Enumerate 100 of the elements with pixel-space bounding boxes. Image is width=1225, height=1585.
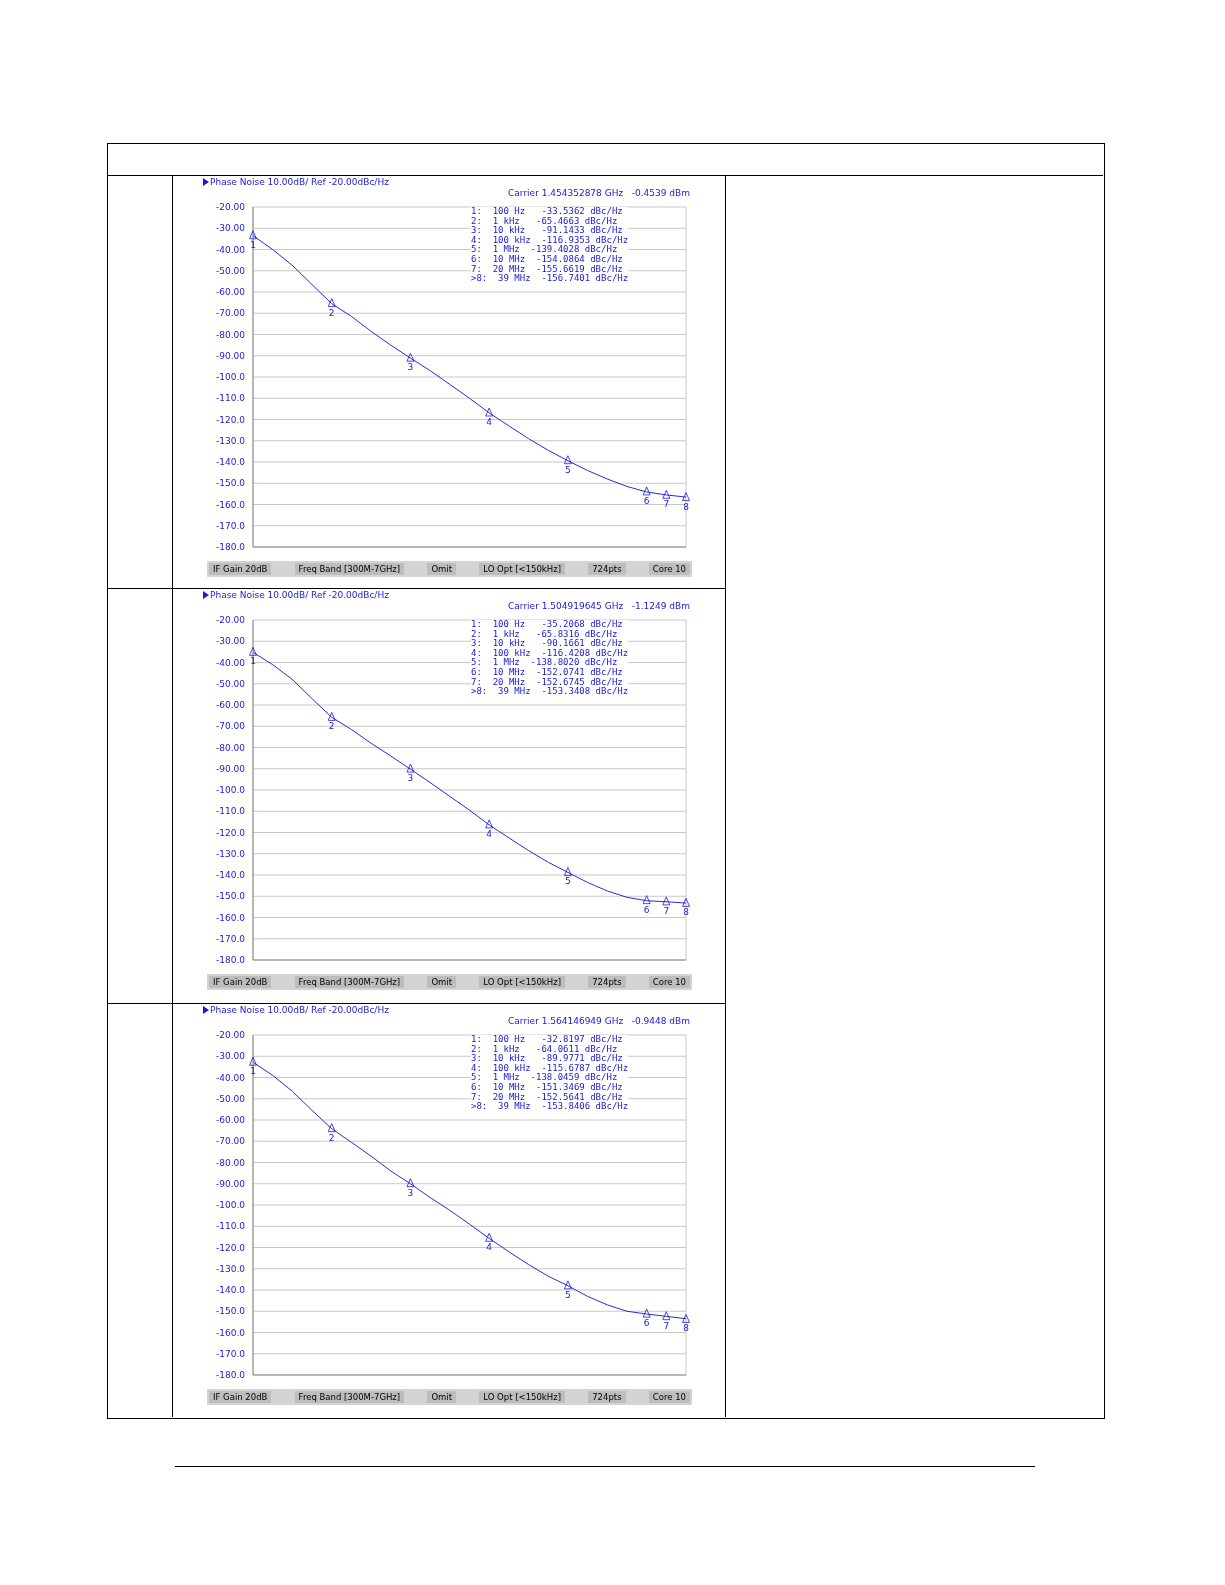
- y-tick-label: -50.00: [215, 1093, 246, 1104]
- annotation: 5: 1 MHz -139.4028 dBc/Hz: [471, 244, 619, 255]
- text: LO Opt [<150kHz]: [479, 563, 565, 575]
- annotation: 3: [407, 362, 414, 373]
- text: IF Gain 20dB: [209, 1391, 272, 1403]
- y-tick-label: -140.0: [215, 870, 246, 881]
- y-tick-label: -180.0: [215, 1370, 246, 1381]
- text: Freq Band [300M-7GHz]: [294, 976, 405, 988]
- annotation: 1: [250, 656, 256, 667]
- y-tick-label: -120.0: [215, 827, 246, 838]
- text: Core 10: [648, 976, 690, 988]
- chart-subtitle: Carrier 1.454352878 GHz -0.4539 dBm: [507, 188, 691, 199]
- y-tick-label: -20.00: [215, 202, 246, 213]
- annotation: 4: 100 kHz -115.6787 dBc/Hz: [471, 1062, 629, 1073]
- annotation: 7: [663, 905, 670, 916]
- text: LO Opt [<150kHz]: [479, 1391, 565, 1403]
- annotation: 5: [565, 1289, 571, 1300]
- y-tick-label: -140.0: [215, 457, 246, 468]
- annotation: 7: [663, 499, 670, 510]
- text: Freq Band [300M-7GHz]: [294, 563, 405, 575]
- annotation: 6: 10 MHz -151.3469 dBc/Hz: [471, 1081, 624, 1093]
- annotation: >8: 39 MHz -153.8406 dBc/Hz: [471, 1101, 629, 1112]
- y-tick-label: -90.00: [215, 350, 246, 361]
- y-tick-label: -180.0: [215, 955, 246, 966]
- annotation: 6: 10 MHz -152.0741 dBc/Hz: [471, 666, 624, 678]
- y-tick-label: -90.00: [215, 763, 246, 774]
- annotation: 4: [486, 416, 493, 427]
- annotation: 6: [643, 1318, 650, 1329]
- text: Omit: [427, 1391, 457, 1403]
- annotation: 3: 10 kHz -90.1661 dBc/Hz: [471, 638, 624, 649]
- annotation: 8: [683, 907, 690, 918]
- annotation: 4: [486, 828, 493, 839]
- y-tick-label: -100.0: [215, 372, 246, 383]
- text: 724pts: [588, 976, 626, 988]
- annotation: >8: 39 MHz -153.3408 dBc/Hz: [471, 686, 629, 697]
- y-tick-label: -20.00: [215, 615, 246, 626]
- annotation: 5: 1 MHz -138.8020 dBc/Hz: [471, 657, 619, 668]
- annotation: 7: 20 MHz -152.6745 dBc/Hz: [471, 676, 624, 687]
- annotation: 7: 20 MHz -155.6619 dBc/Hz: [471, 263, 624, 274]
- y-tick-label: -110.0: [215, 806, 246, 817]
- annotation: 4: 100 kHz -116.9353 dBc/Hz: [471, 234, 629, 245]
- y-tick-label: -150.0: [215, 891, 246, 902]
- annotation: 2: 1 kHz -65.8316 dBc/Hz: [471, 628, 619, 639]
- y-tick-label: -40.00: [215, 1072, 246, 1083]
- annotation: 5: 1 MHz -138.0459 dBc/Hz: [471, 1072, 619, 1083]
- chart-title: Phase Noise 10.00dB/ Ref -20.00dBc/Hz: [210, 177, 389, 187]
- annotation: 8: [683, 1323, 690, 1334]
- chart-subtitle: Carrier 1.504919645 GHz -1.1249 dBm: [507, 601, 691, 612]
- annotation: 5: [565, 464, 571, 475]
- chart-title: Phase Noise 10.00dB/ Ref -20.00dBc/Hz: [210, 1005, 389, 1015]
- annotation: 2: [328, 307, 335, 318]
- y-tick-label: -170.0: [215, 933, 246, 944]
- annotation: 3: 10 kHz -89.9771 dBc/Hz: [471, 1053, 624, 1064]
- annotation: 3: [407, 773, 414, 784]
- y-tick-label: -80.00: [215, 742, 246, 753]
- annotation: 1: [250, 239, 256, 250]
- annotation: 8: [683, 501, 690, 512]
- text: Freq Band [300M-7GHz]: [294, 1391, 405, 1403]
- y-tick-label: -30.00: [215, 636, 246, 647]
- y-tick-label: -130.0: [215, 1263, 246, 1274]
- y-tick-label: -170.0: [215, 1348, 246, 1359]
- annotation: 5: [565, 876, 571, 887]
- y-tick-label: -40.00: [215, 244, 246, 255]
- annotation: 2: 1 kHz -64.0611 dBc/Hz: [471, 1043, 619, 1054]
- annotation: 7: 20 MHz -152.5641 dBc/Hz: [471, 1091, 624, 1102]
- annotation: 1: 100 Hz -35.2068 dBc/Hz: [471, 619, 624, 630]
- y-tick-label: -140.0: [215, 1285, 246, 1296]
- y-tick-label: -50.00: [215, 678, 246, 689]
- y-tick-label: -110.0: [215, 1221, 246, 1232]
- text: Omit: [427, 563, 457, 575]
- chart-subtitle: Carrier 1.564146949 GHz -0.9448 dBm: [507, 1016, 691, 1027]
- y-tick-label: -60.00: [215, 700, 246, 711]
- y-tick-label: -60.00: [215, 287, 246, 298]
- annotation: 2: 1 kHz -65.4663 dBc/Hz: [471, 215, 619, 226]
- annotation: 6: 10 MHz -154.0864 dBc/Hz: [471, 253, 624, 265]
- annotation: 6: [643, 904, 650, 915]
- y-tick-label: -130.0: [215, 848, 246, 859]
- y-tick-label: -70.00: [215, 1136, 246, 1147]
- annotation: 1: 100 Hz -32.8197 dBc/Hz: [471, 1034, 624, 1045]
- y-tick-label: -110.0: [215, 393, 246, 404]
- annotation: 6: [643, 495, 650, 506]
- text: 724pts: [588, 563, 626, 575]
- y-tick-label: -120.0: [215, 414, 246, 425]
- y-tick-label: -150.0: [215, 1306, 246, 1317]
- annotation: 1: [250, 1066, 256, 1077]
- annotation: 4: 100 kHz -116.4208 dBc/Hz: [471, 647, 629, 658]
- annotation: >8: 39 MHz -156.7401 dBc/Hz: [471, 273, 629, 284]
- text: LO Opt [<150kHz]: [479, 976, 565, 988]
- y-tick-label: -100.0: [215, 785, 246, 796]
- text: Omit: [427, 976, 457, 988]
- annotation: 4: [486, 1242, 493, 1253]
- annotation: 2: [328, 1132, 335, 1143]
- text: Core 10: [648, 1391, 690, 1403]
- chart-title: Phase Noise 10.00dB/ Ref -20.00dBc/Hz: [210, 590, 389, 600]
- y-tick-label: -70.00: [215, 721, 246, 732]
- y-tick-label: -20.00: [215, 1030, 246, 1041]
- y-tick-label: -70.00: [215, 308, 246, 319]
- y-tick-label: -40.00: [215, 657, 246, 668]
- y-tick-label: -160.0: [215, 1327, 246, 1338]
- y-tick-label: -80.00: [215, 329, 246, 340]
